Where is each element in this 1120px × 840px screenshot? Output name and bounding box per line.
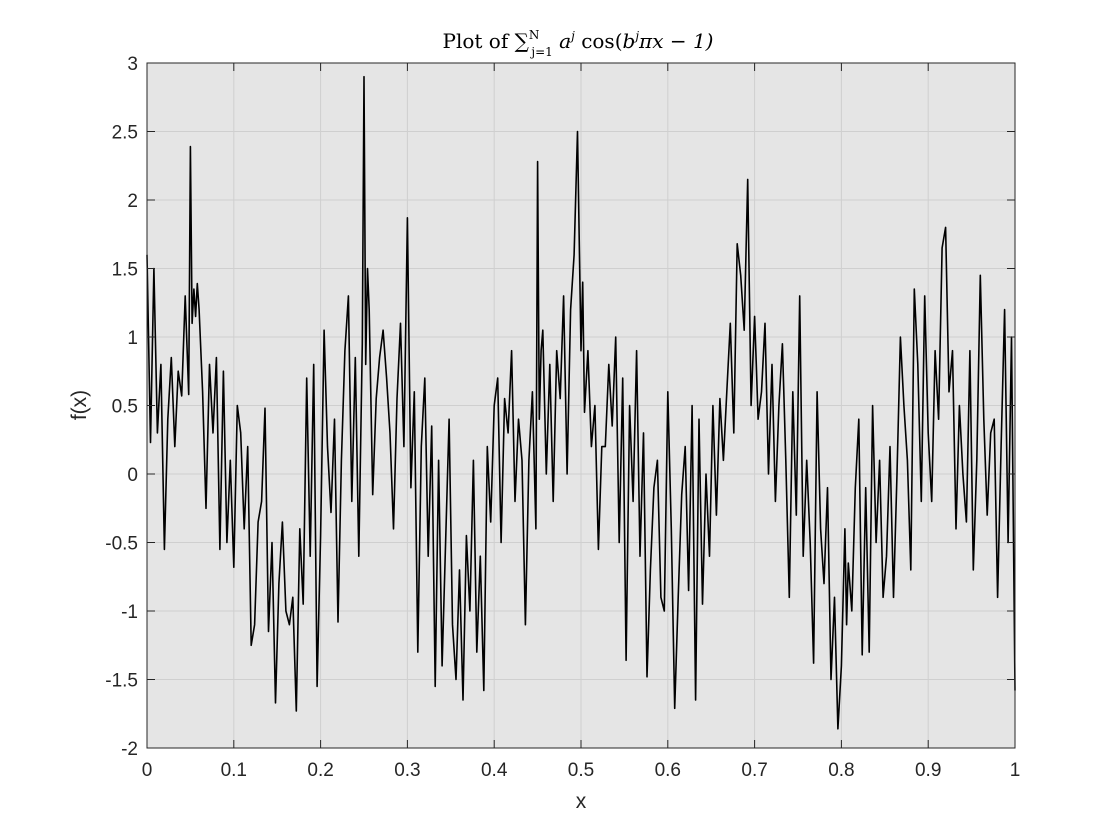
y-tick-labels: -2 -1.5 -1 -0.5 0 0.5 1 1.5 2 2.5 3 xyxy=(105,54,138,760)
x-tick-label: 0.8 xyxy=(828,760,854,781)
x-tick-label: 0.3 xyxy=(394,760,420,781)
x-tick-label: 1 xyxy=(1010,760,1021,781)
y-tick-label: 0 xyxy=(127,465,138,486)
y-tick-label: 1 xyxy=(127,328,138,349)
x-axis-label: x xyxy=(576,790,587,813)
data-line-layer xyxy=(146,75,1016,730)
series-line xyxy=(146,75,1016,730)
y-tick-label: -1.5 xyxy=(105,671,138,692)
y-tick-label: 2 xyxy=(127,191,138,212)
y-tick-label: 1.5 xyxy=(112,260,138,281)
x-tick-label: 0.9 xyxy=(915,760,941,781)
chart-title: Plot of ∑N j=1 aj cos(bjπx − 1) xyxy=(443,28,714,59)
x-tick-label: 0.7 xyxy=(741,760,767,781)
title-inner-exp: j xyxy=(632,29,639,43)
title-inner-rest: πx − 1) xyxy=(638,29,713,53)
title-prefix: Plot of xyxy=(443,29,515,53)
x-tick-label: 0.4 xyxy=(481,760,508,781)
axis-ticks xyxy=(146,62,1016,749)
title-inner-base: b xyxy=(623,29,636,53)
title-term-base: a xyxy=(559,29,571,53)
title-sum-lower: j=1 xyxy=(529,45,552,59)
x-tick-labels: 0 0.1 0.2 0.3 0.4 0.5 0.6 0.7 0.8 0.9 1 xyxy=(142,760,1021,781)
title-term-exp: j xyxy=(568,29,575,43)
y-tick-label: 0.5 xyxy=(112,397,138,418)
x-tick-label: 0 xyxy=(142,760,153,781)
y-tick-label: 2.5 xyxy=(112,123,138,144)
y-tick-label: -1 xyxy=(121,602,138,623)
y-tick-label: 3 xyxy=(127,54,138,75)
y-tick-label: -2 xyxy=(121,739,138,760)
title-func: cos( xyxy=(581,29,622,53)
y-axis-label: f(x) xyxy=(68,390,91,420)
x-tick-label: 0.1 xyxy=(221,760,247,781)
y-tick-label: -0.5 xyxy=(105,534,138,555)
x-tick-label: 0.6 xyxy=(655,760,681,781)
x-tick-label: 0.2 xyxy=(307,760,333,781)
title-sum-upper: N xyxy=(529,28,540,42)
x-tick-label: 0.5 xyxy=(568,760,594,781)
title-sum-symbol: ∑ xyxy=(515,29,530,53)
